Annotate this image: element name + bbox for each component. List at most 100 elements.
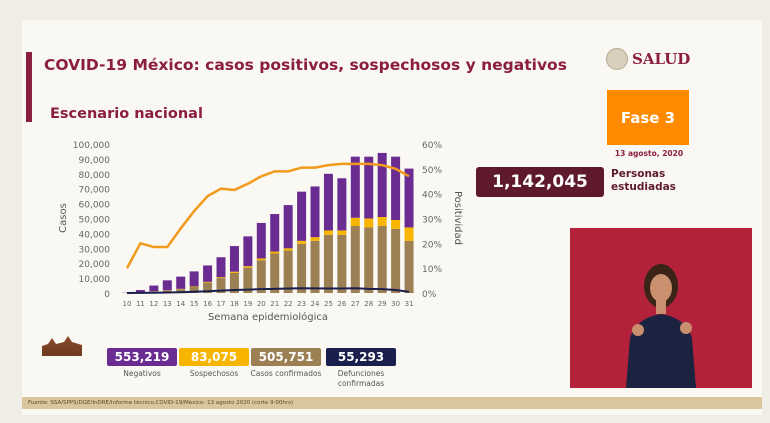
x-tick-label: 11 <box>136 300 145 308</box>
bar-casos-confirmados <box>216 278 226 293</box>
x-tick-label: 20 <box>257 300 266 308</box>
bar-negativos <box>256 222 266 259</box>
stat-2: 505,751 Casos confirmados <box>249 348 323 379</box>
x-tick-label: 29 <box>378 300 387 308</box>
stat-value: 553,219 <box>107 348 177 366</box>
bar-negativos <box>297 191 307 241</box>
bar-negativos <box>176 276 186 289</box>
accent-bar <box>26 52 32 122</box>
x-tick-label: 22 <box>284 300 293 308</box>
bar-negativos <box>310 186 320 238</box>
bar-negativos <box>216 257 226 278</box>
bar-negativos <box>149 285 159 292</box>
logo-text: SALUD <box>632 50 691 68</box>
total-studied: 1,142,045 <box>476 167 604 197</box>
bar-casos-confirmados <box>189 287 199 293</box>
x-tick-label: 10 <box>123 300 132 308</box>
y-tick-label: 30,000 <box>79 245 111 255</box>
bar-negativos <box>337 178 347 231</box>
y-tick-label: 40,000 <box>79 230 111 240</box>
x-axis-label: Semana epidemiológica <box>208 311 328 323</box>
bar-sospechosos <box>350 217 360 226</box>
bar-sospechosos <box>203 281 213 283</box>
y2-tick-label: 40% <box>422 191 442 201</box>
x-tick-label: 31 <box>405 300 414 308</box>
bar-sospechosos <box>364 218 374 228</box>
bar-casos-confirmados <box>203 282 213 293</box>
bar-sospechosos <box>323 230 333 235</box>
bar-casos-confirmados <box>229 272 239 293</box>
y-tick-label: 0 <box>104 290 110 300</box>
interpreter-figure <box>626 264 696 388</box>
x-tick-label: 14 <box>176 300 185 308</box>
y2-tick-label: 60% <box>422 141 442 151</box>
source-footer: Fuente: SSA/SPPS/DGE/InDRE/Informe técni… <box>22 397 762 409</box>
bar-sospechosos <box>229 271 239 273</box>
bar-casos-confirmados <box>310 240 320 293</box>
bar-casos-confirmados <box>256 260 266 293</box>
stat-value: 505,751 <box>251 348 321 366</box>
y-tick-label: 20,000 <box>79 260 111 270</box>
x-tick-label: 16 <box>203 300 212 308</box>
x-tick-label: 17 <box>217 300 226 308</box>
y-tick-label: 80,000 <box>79 171 111 181</box>
bar-negativos <box>243 236 253 267</box>
x-tick-label: 12 <box>149 300 158 308</box>
bar-negativos <box>135 290 145 293</box>
x-tick-label: 23 <box>297 300 306 308</box>
x-tick-label: 15 <box>190 300 199 308</box>
y-tick-label: 100,000 <box>73 141 110 151</box>
x-tick-label: 24 <box>311 300 320 308</box>
total-label: Personas estudiadas <box>611 168 676 193</box>
bar-negativos <box>377 152 387 218</box>
bar-negativos <box>404 168 414 228</box>
bar-casos-confirmados <box>350 225 360 293</box>
y-axis-label: Casos <box>58 203 69 233</box>
x-tick-label: 28 <box>364 300 373 308</box>
bar-casos-confirmados <box>243 267 253 293</box>
x-tick-label: 26 <box>337 300 346 308</box>
line-positividad <box>125 162 410 269</box>
stat-label: Defunciones confirmadas <box>337 369 385 388</box>
line-defunciones <box>126 287 410 294</box>
y2-tick-label: 10% <box>422 265 442 275</box>
sign-language-interpreter-video <box>570 228 752 388</box>
salud-logo: SALUD <box>606 48 690 70</box>
y2-tick-label: 30% <box>422 216 442 226</box>
stat-label: Casos confirmados <box>250 369 322 378</box>
stat-3: 55,293 Defunciones confirmadas <box>324 348 398 389</box>
bar-sospechosos <box>297 240 307 244</box>
x-tick-label: 25 <box>324 300 333 308</box>
y-tick-label: 60,000 <box>79 201 111 211</box>
bar-negativos <box>270 214 280 252</box>
bar-negativos <box>203 265 213 282</box>
page-title: COVID-19 México: casos positivos, sospec… <box>44 56 567 74</box>
bar-negativos <box>350 156 360 218</box>
bar-casos-confirmados <box>283 250 293 293</box>
bar-sospechosos <box>404 227 414 241</box>
bar-sospechosos <box>337 230 347 235</box>
y-tick-label: 50,000 <box>79 216 111 226</box>
y-tick-label: 10,000 <box>79 275 111 285</box>
bar-casos-confirmados <box>176 289 186 293</box>
bar-sospechosos <box>391 219 401 229</box>
stat-value: 55,293 <box>326 348 396 366</box>
y2-tick-label: 50% <box>422 166 442 176</box>
x-tick-label: 21 <box>270 300 279 308</box>
stat-value: 83,075 <box>179 348 249 366</box>
bar-casos-confirmados <box>377 225 387 293</box>
stat-1: 83,075 Sospechosos <box>177 348 251 379</box>
stat-0: 553,219 Negativos <box>105 348 179 379</box>
bar-negativos <box>162 280 172 291</box>
bar-sospechosos <box>189 286 199 288</box>
bar-sospechosos <box>310 237 320 241</box>
y-tick-label: 70,000 <box>79 186 111 196</box>
y-tick-label: 90,000 <box>79 156 111 166</box>
y2-tick-label: 20% <box>422 240 442 250</box>
bar-negativos <box>283 205 293 249</box>
bar-sospechosos <box>270 251 280 254</box>
x-tick-label: 27 <box>351 300 360 308</box>
bar-negativos <box>364 156 374 219</box>
x-tick-label: 19 <box>243 300 252 308</box>
bar-casos-confirmados <box>391 228 401 293</box>
